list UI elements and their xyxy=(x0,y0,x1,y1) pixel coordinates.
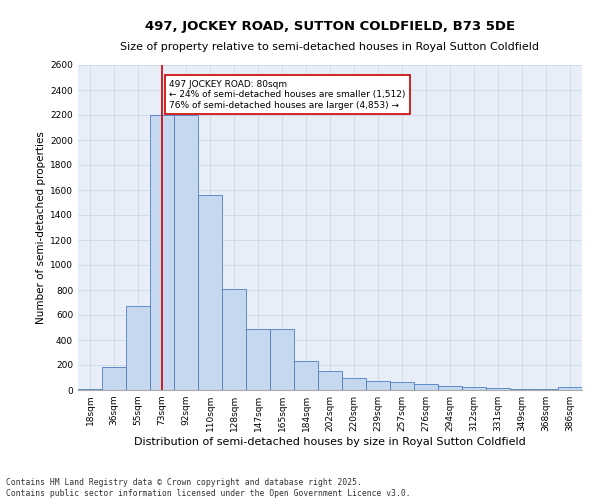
Bar xyxy=(438,386,462,390)
Bar xyxy=(270,329,294,390)
Bar xyxy=(486,388,510,390)
Text: 497 JOCKEY ROAD: 80sqm
← 24% of semi-detached houses are smaller (1,512)
76% of : 497 JOCKEY ROAD: 80sqm ← 24% of semi-det… xyxy=(169,80,406,110)
Bar xyxy=(198,195,222,390)
Bar xyxy=(510,389,534,390)
Bar xyxy=(78,389,102,390)
Bar xyxy=(126,306,150,390)
Text: Contains HM Land Registry data © Crown copyright and database right 2025.
Contai: Contains HM Land Registry data © Crown c… xyxy=(6,478,410,498)
Bar xyxy=(318,370,342,390)
Bar xyxy=(102,367,126,390)
X-axis label: Distribution of semi-detached houses by size in Royal Sutton Coldfield: Distribution of semi-detached houses by … xyxy=(134,437,526,447)
Bar xyxy=(414,384,438,390)
Bar xyxy=(342,378,366,390)
Text: Size of property relative to semi-detached houses in Royal Sutton Coldfield: Size of property relative to semi-detach… xyxy=(121,42,539,52)
Bar xyxy=(222,289,246,390)
Bar xyxy=(150,115,174,390)
Bar xyxy=(174,115,198,390)
Bar xyxy=(462,387,486,390)
Bar xyxy=(294,360,318,390)
Bar xyxy=(246,329,270,390)
Y-axis label: Number of semi-detached properties: Number of semi-detached properties xyxy=(36,131,46,324)
Bar xyxy=(558,387,582,390)
Text: 497, JOCKEY ROAD, SUTTON COLDFIELD, B73 5DE: 497, JOCKEY ROAD, SUTTON COLDFIELD, B73 … xyxy=(145,20,515,33)
Bar xyxy=(390,382,414,390)
Bar xyxy=(366,380,390,390)
